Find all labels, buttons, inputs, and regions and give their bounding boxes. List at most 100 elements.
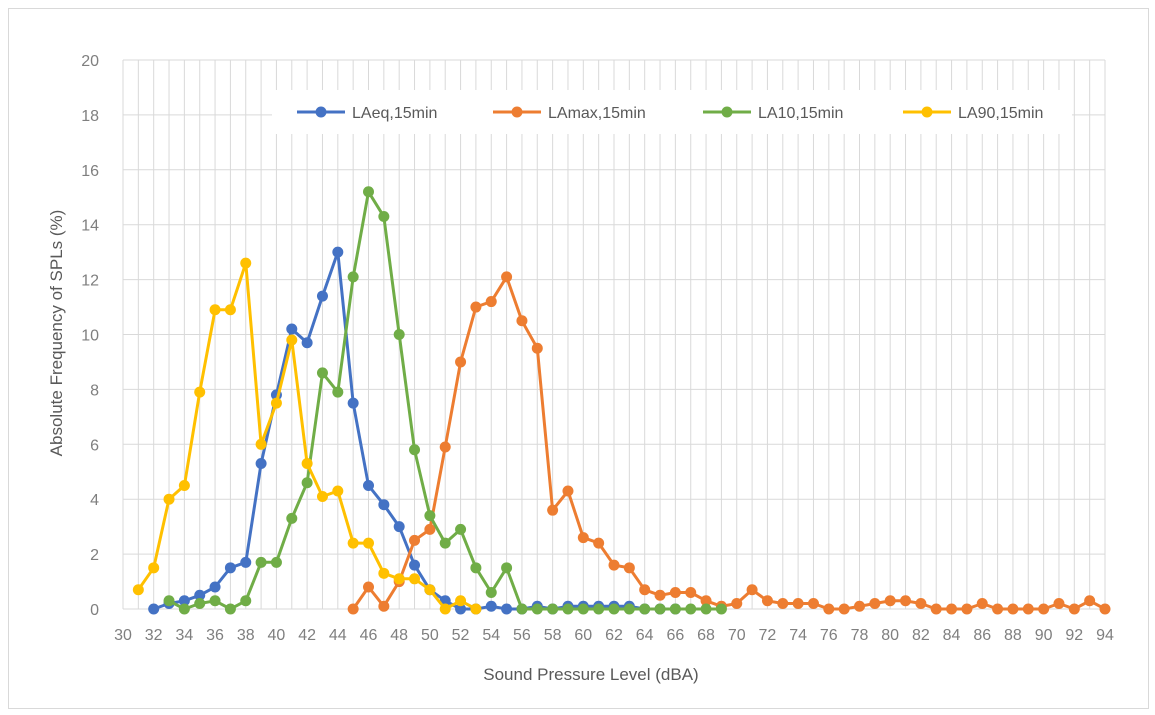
data-point	[255, 556, 267, 568]
x-tick-label: 48	[390, 627, 408, 644]
legend-swatch-marker	[511, 106, 523, 118]
data-point	[455, 356, 467, 368]
x-tick-label: 76	[820, 627, 838, 644]
data-point	[332, 386, 344, 398]
data-point	[1099, 603, 1111, 615]
data-point	[623, 562, 635, 574]
data-point	[639, 603, 651, 615]
data-point	[163, 595, 175, 607]
data-point	[132, 584, 144, 596]
data-point	[424, 510, 436, 522]
y-tick-label: 6	[90, 437, 99, 454]
data-point	[439, 441, 451, 453]
data-point	[209, 581, 221, 593]
data-point	[393, 521, 405, 533]
x-tick-label: 90	[1035, 627, 1053, 644]
data-point	[209, 304, 221, 316]
x-tick-label: 60	[574, 627, 592, 644]
data-point	[562, 485, 574, 497]
data-point	[516, 315, 528, 327]
y-tick-label: 12	[81, 273, 99, 290]
y-tick-label: 20	[81, 53, 99, 70]
legend-label: LAeq,15min	[352, 105, 437, 122]
data-point	[1007, 603, 1019, 615]
legend-label: LA90,15min	[958, 105, 1043, 122]
data-point	[501, 562, 513, 574]
series-group	[132, 186, 1111, 615]
data-point	[378, 210, 390, 222]
data-point	[194, 589, 206, 601]
data-point	[301, 337, 313, 349]
x-axis-tick-labels: 30 32 34 36 38 40 42 44 46 48 50 52 54 56 58 60 62 64 66 68…	[114, 627, 1114, 644]
data-point	[393, 573, 405, 585]
data-point	[270, 556, 282, 568]
data-point	[623, 603, 635, 615]
data-point	[685, 587, 697, 599]
data-point	[654, 589, 666, 601]
data-point	[455, 603, 467, 615]
series-2	[163, 186, 727, 615]
data-point	[547, 504, 559, 516]
data-point	[731, 598, 743, 610]
data-point	[746, 584, 758, 596]
x-tick-label: 78	[851, 627, 869, 644]
data-point	[930, 603, 942, 615]
series-1	[347, 271, 1111, 615]
data-point	[363, 186, 374, 198]
data-point	[409, 573, 421, 585]
data-point	[439, 537, 451, 549]
x-tick-label: 84	[943, 627, 961, 644]
y-tick-label: 18	[81, 108, 99, 125]
data-point	[224, 304, 236, 316]
data-point	[347, 537, 359, 549]
x-tick-label: 54	[482, 627, 500, 644]
data-point	[455, 595, 467, 607]
data-point	[378, 567, 390, 579]
data-point	[700, 603, 712, 615]
data-point	[669, 587, 681, 599]
data-point	[976, 598, 988, 610]
series-line	[351, 275, 1106, 611]
data-point	[470, 562, 482, 574]
legend-swatch-marker	[721, 106, 733, 118]
data-point	[685, 603, 697, 615]
data-point	[194, 598, 206, 610]
data-point	[270, 397, 282, 409]
x-tick-label: 38	[237, 627, 255, 644]
data-point	[409, 534, 421, 546]
x-tick-label: 74	[789, 627, 807, 644]
x-tick-label: 88	[1004, 627, 1022, 644]
legend-swatch-marker	[315, 106, 327, 118]
data-point	[823, 603, 835, 615]
x-tick-label: 36	[206, 627, 224, 644]
data-point	[148, 562, 160, 574]
y-tick-label: 2	[90, 547, 99, 564]
data-point	[915, 598, 927, 610]
data-point	[501, 271, 513, 283]
data-point	[854, 600, 865, 612]
x-tick-label: 34	[175, 627, 193, 644]
data-point	[593, 603, 605, 615]
data-point	[316, 290, 328, 302]
x-tick-label: 62	[605, 627, 623, 644]
legend-label: LA10,15min	[758, 105, 843, 122]
data-point	[1022, 603, 1034, 615]
data-point	[838, 603, 850, 615]
y-tick-label: 16	[81, 163, 99, 180]
x-tick-label: 70	[728, 627, 746, 644]
data-point	[378, 499, 390, 511]
data-point	[485, 600, 497, 612]
x-tick-label: 46	[360, 627, 378, 644]
y-axis-title: Absolute Frequency of SPLs (%)	[47, 210, 66, 457]
data-point	[409, 444, 421, 456]
data-point	[286, 323, 298, 335]
x-tick-label: 66	[666, 627, 684, 644]
data-point	[639, 584, 651, 596]
data-point	[777, 598, 789, 610]
data-point	[547, 603, 559, 615]
data-point	[378, 600, 390, 612]
data-point	[577, 603, 589, 615]
data-point	[286, 512, 298, 524]
data-point	[332, 485, 344, 497]
